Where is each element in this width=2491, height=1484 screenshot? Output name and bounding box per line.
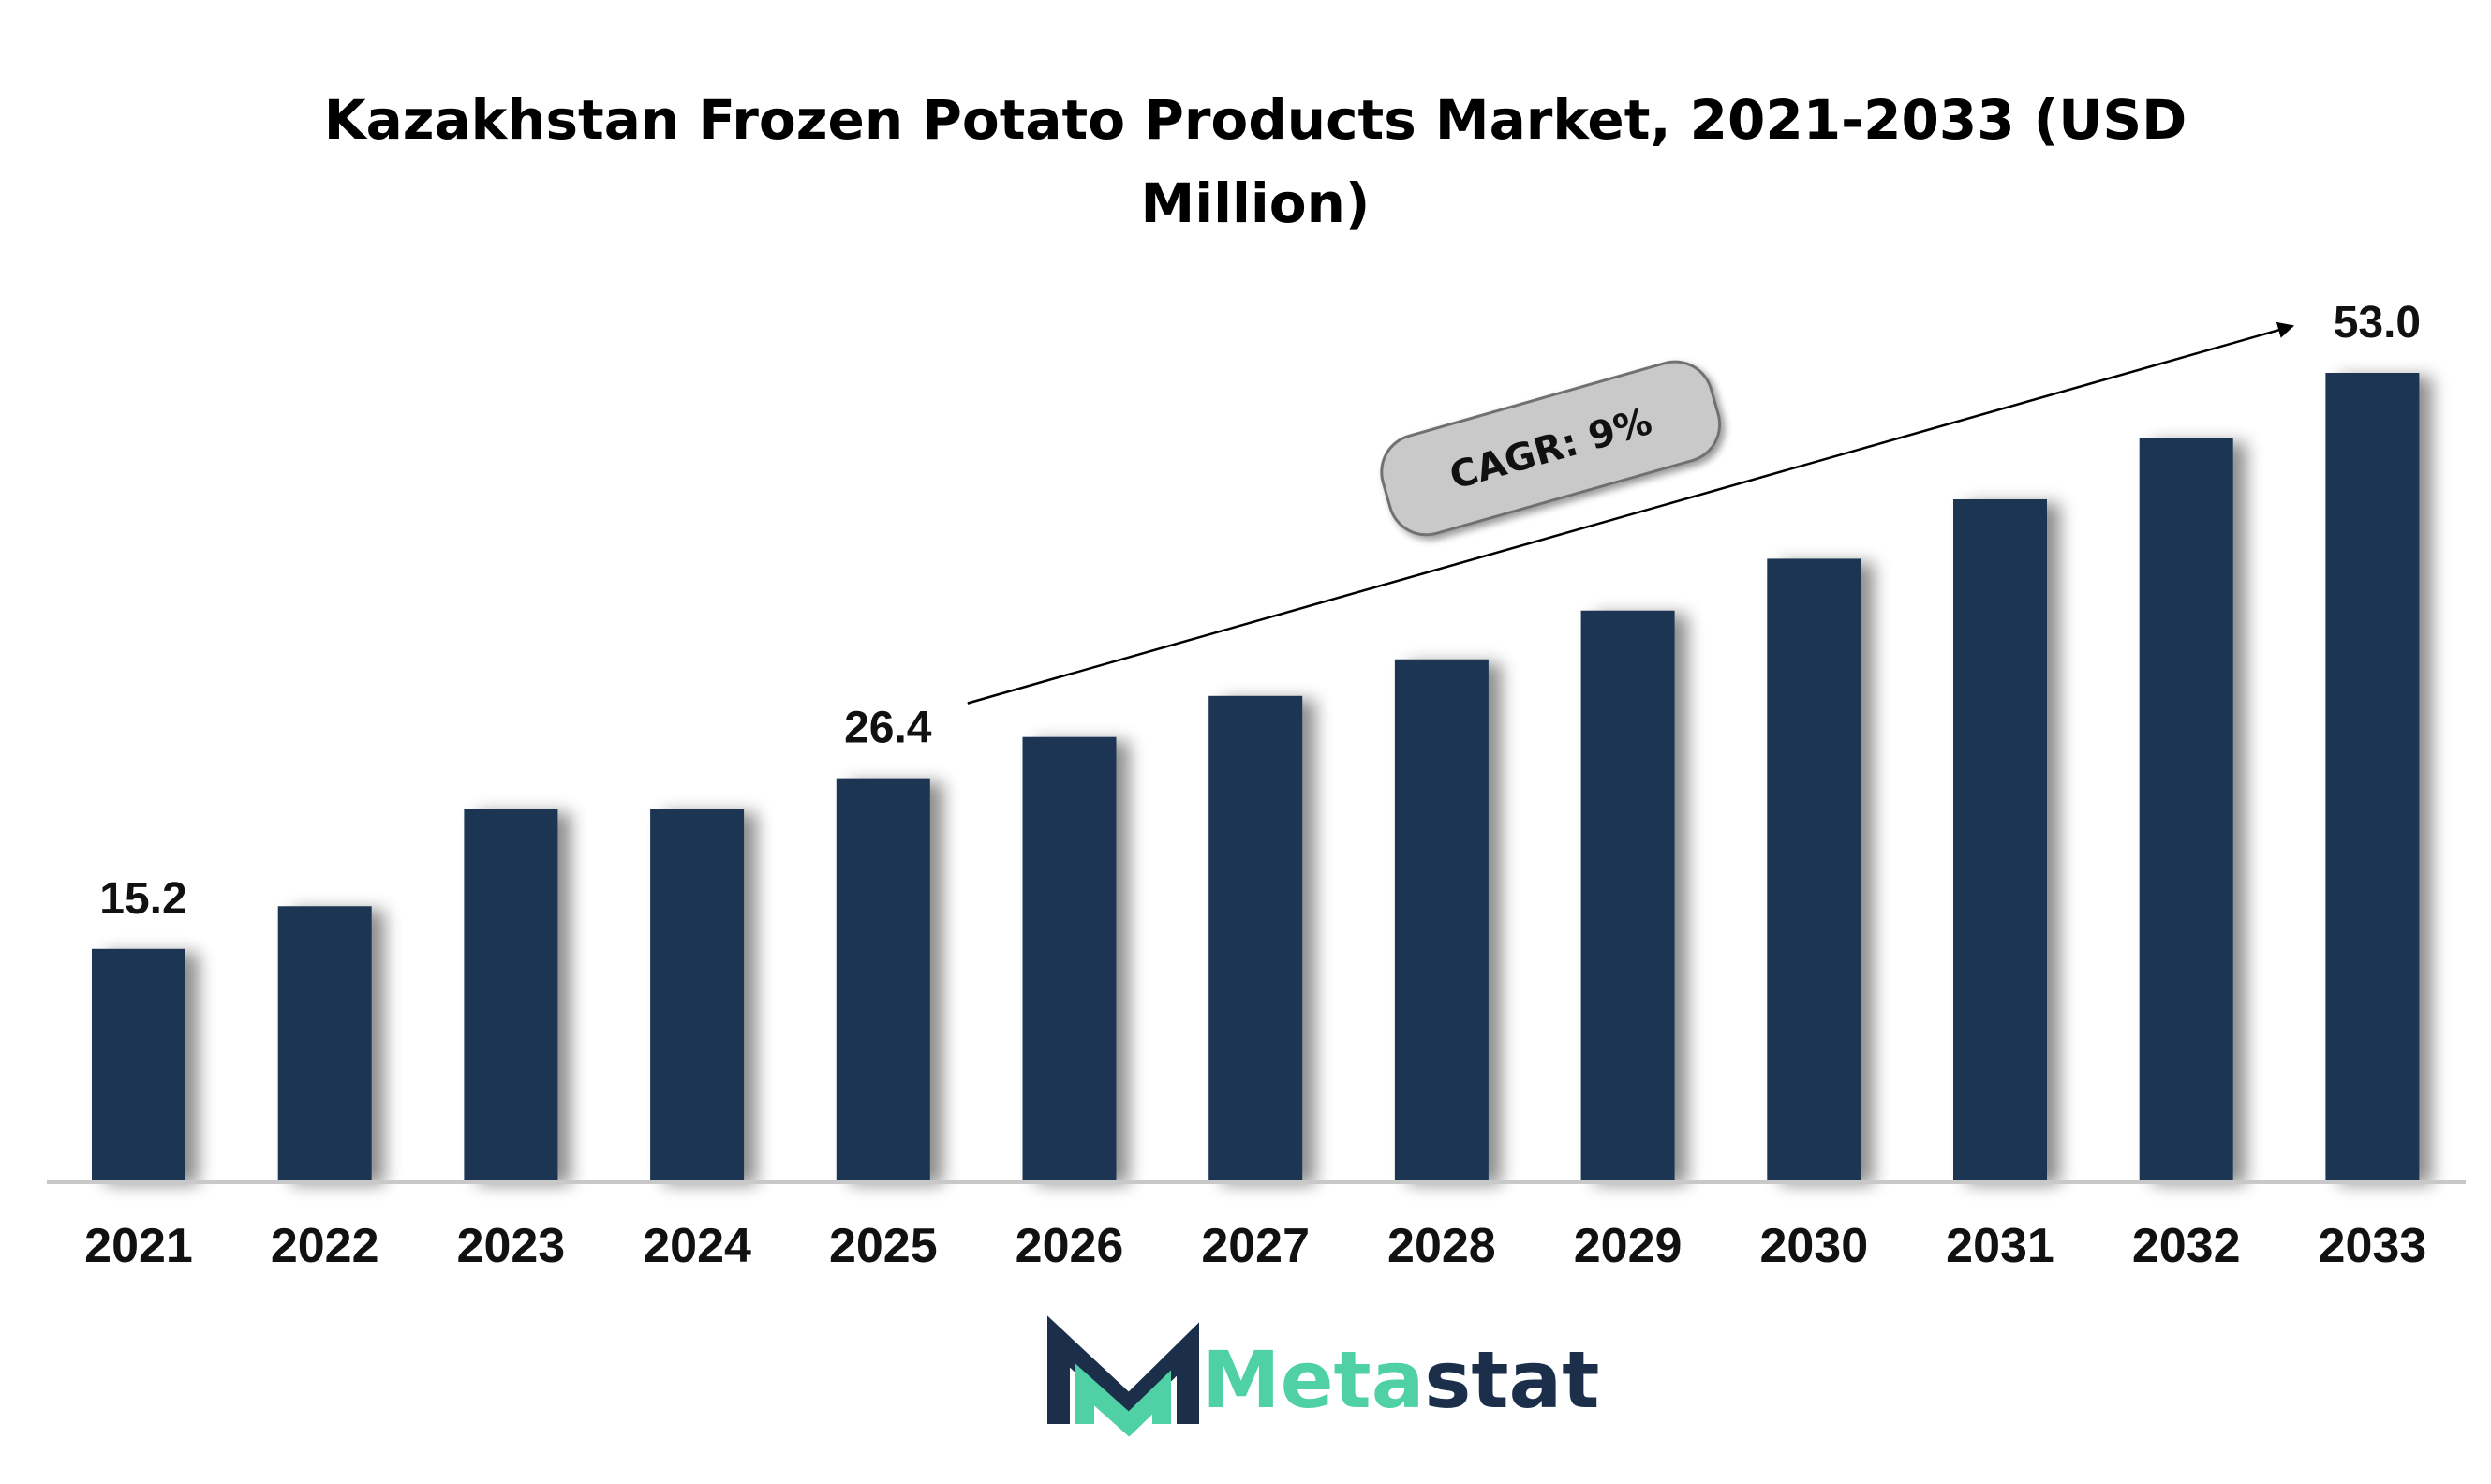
- chart-title-line-2: Million): [1141, 171, 1371, 235]
- x-tick-label: 2021: [84, 1219, 193, 1273]
- x-tick-label: 2029: [1574, 1219, 1683, 1273]
- bar-2025: [836, 778, 930, 1180]
- metastat-m-logo-icon: [1047, 1315, 1199, 1437]
- data-label-2025: 26.4: [844, 704, 932, 753]
- cagr-pill-shape: [1380, 360, 1722, 537]
- x-tick-label: 2025: [829, 1219, 938, 1273]
- x-tick-label: 2030: [1759, 1219, 1868, 1273]
- x-tick-label: 2028: [1387, 1219, 1496, 1273]
- bar-2028: [1394, 659, 1489, 1180]
- x-tick-label: 2026: [1016, 1219, 1124, 1273]
- cagr-arrow: [967, 321, 2295, 705]
- logo-wordmark-meta: Meta: [1202, 1334, 1424, 1426]
- x-tick-label: 2032: [2132, 1219, 2241, 1273]
- metastat-logo: Metastat: [1047, 1315, 1599, 1437]
- bar-2022: [277, 906, 372, 1180]
- bar-2033: [2325, 373, 2420, 1180]
- x-tick-label: 2033: [2319, 1219, 2427, 1273]
- chart-title-line-1: Kazakhstan Frozen Potato Products Market…: [324, 88, 2187, 152]
- data-labels: 15.2 26.4 53.0: [99, 298, 2421, 924]
- x-tick-labels: 2021 2022 2023 2024 2025 2026 2027 2028 2029 2030…: [84, 1219, 2426, 1273]
- logo-wordmark-stat: stat: [1424, 1334, 1599, 1426]
- bar-2026: [1022, 736, 1117, 1180]
- x-tick-label: 2031: [1946, 1219, 2054, 1273]
- bar-2029: [1580, 610, 1675, 1180]
- x-tick-label: 2024: [643, 1219, 751, 1273]
- bar-2032: [2139, 438, 2233, 1180]
- logo-wordmark: Metastat: [1202, 1334, 1599, 1426]
- x-tick-label: 2023: [457, 1219, 566, 1273]
- cagr-annotation: CAGR: 9%: [1380, 360, 1722, 537]
- x-tick-label: 2027: [1201, 1219, 1310, 1273]
- x-tick-label: 2022: [271, 1219, 379, 1273]
- bar-2024: [650, 809, 745, 1180]
- data-label-2033: 53.0: [2334, 298, 2421, 348]
- data-label-2021: 15.2: [99, 874, 186, 924]
- bars: [92, 373, 2420, 1180]
- bar-2023: [464, 809, 558, 1180]
- bar-2021: [92, 948, 185, 1180]
- bar-2027: [1208, 695, 1303, 1180]
- bar-2031: [1953, 498, 2047, 1180]
- bar-2030: [1767, 558, 1861, 1180]
